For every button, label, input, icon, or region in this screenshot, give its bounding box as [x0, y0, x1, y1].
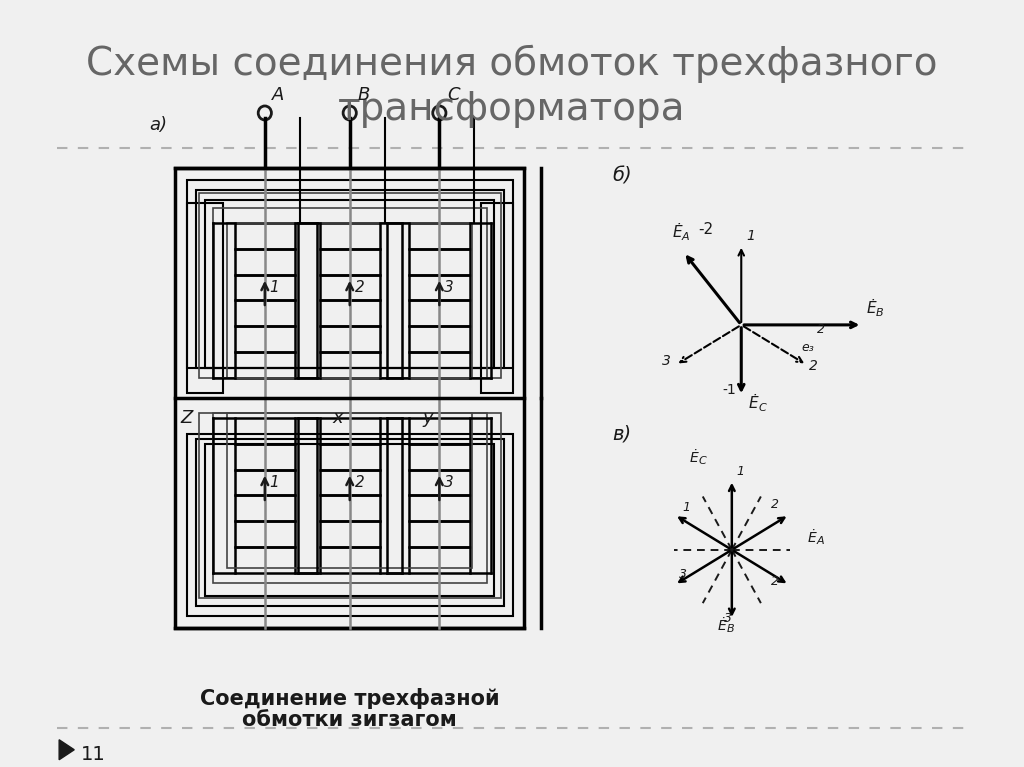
Bar [410, 352, 470, 378]
Text: 11: 11 [81, 746, 105, 764]
Text: C: C [446, 86, 460, 104]
Bar [234, 275, 295, 301]
Bar [319, 352, 380, 378]
Bar [234, 521, 295, 547]
Text: 2: 2 [771, 574, 779, 588]
Bar [319, 326, 380, 352]
Text: 1: 1 [736, 465, 744, 478]
Polygon shape [59, 739, 74, 760]
Text: 3: 3 [444, 280, 454, 295]
Text: 3: 3 [662, 354, 671, 368]
Text: 2: 2 [809, 359, 817, 373]
Bar [206, 444, 494, 596]
Bar [186, 434, 513, 616]
Bar [319, 521, 380, 547]
Bar [319, 495, 380, 521]
Text: а): а) [148, 116, 167, 134]
Bar [410, 326, 470, 352]
Bar [410, 469, 470, 495]
Bar [227, 223, 472, 378]
Bar [234, 469, 295, 495]
Bar [410, 443, 470, 469]
Text: Ė: Ė [718, 619, 726, 633]
Text: 2: 2 [771, 498, 779, 511]
Text: 2: 2 [354, 280, 365, 295]
Bar [410, 495, 470, 521]
Text: -1: -1 [722, 383, 736, 397]
Bar [199, 193, 501, 378]
Text: 1: 1 [745, 229, 755, 243]
Text: 1: 1 [269, 475, 280, 490]
Text: Ė: Ė [866, 301, 877, 316]
Bar [234, 223, 295, 249]
Bar [213, 413, 486, 583]
Bar [410, 301, 470, 326]
Text: B: B [357, 86, 370, 104]
Bar [234, 495, 295, 521]
Bar [213, 208, 486, 378]
Text: обмотки зигзагом: обмотки зигзагом [243, 709, 457, 729]
Bar [234, 249, 295, 275]
Bar [319, 443, 380, 469]
Bar [410, 223, 470, 249]
Text: трансформатора: трансформатора [338, 90, 686, 128]
Text: 2: 2 [354, 475, 365, 490]
Text: B: B [727, 624, 735, 634]
Bar [199, 413, 501, 597]
Text: 1: 1 [269, 280, 280, 295]
Text: б): б) [612, 167, 632, 186]
Text: 3: 3 [679, 568, 687, 581]
Text: Ė: Ė [749, 396, 759, 411]
Bar [186, 203, 223, 393]
Text: A: A [272, 86, 285, 104]
Bar [410, 418, 470, 443]
Bar [175, 168, 524, 627]
Bar [234, 326, 295, 352]
Bar [410, 275, 470, 301]
Bar [186, 180, 513, 368]
Text: y: y [422, 409, 433, 427]
Text: Соединение трехфазной: Соединение трехфазной [200, 688, 500, 709]
Text: 3: 3 [724, 612, 732, 625]
Bar [206, 200, 494, 368]
Text: Схемы соединения обмоток трехфазного: Схемы соединения обмоток трехфазного [86, 45, 938, 84]
Bar [410, 521, 470, 547]
Text: Ė: Ė [689, 451, 698, 465]
Text: Z: Z [180, 409, 193, 427]
Text: C: C [758, 403, 766, 413]
Bar [196, 439, 504, 606]
Bar [319, 223, 380, 249]
Text: 1: 1 [682, 502, 690, 515]
Bar [196, 190, 504, 368]
Text: Ė: Ė [673, 225, 682, 240]
Bar [234, 301, 295, 326]
Text: 2: 2 [817, 323, 825, 336]
Bar [410, 547, 470, 573]
Bar [227, 413, 472, 568]
Bar [234, 418, 295, 443]
Text: A: A [817, 536, 824, 546]
Text: C: C [698, 456, 707, 466]
Bar [319, 249, 380, 275]
Text: 3: 3 [444, 475, 454, 490]
Bar [319, 418, 380, 443]
Text: B: B [877, 308, 884, 318]
Text: x: x [333, 409, 343, 427]
Bar [319, 469, 380, 495]
Bar [319, 547, 380, 573]
Bar [410, 249, 470, 275]
Text: e₃: e₃ [802, 341, 815, 354]
Bar [234, 547, 295, 573]
Text: в): в) [612, 425, 631, 444]
Bar [319, 275, 380, 301]
Bar [234, 352, 295, 378]
Bar [234, 443, 295, 469]
Text: Ė: Ė [807, 531, 816, 545]
Text: A: A [682, 232, 689, 242]
Bar [319, 301, 380, 326]
Text: -2: -2 [697, 222, 713, 237]
Bar [481, 203, 513, 393]
